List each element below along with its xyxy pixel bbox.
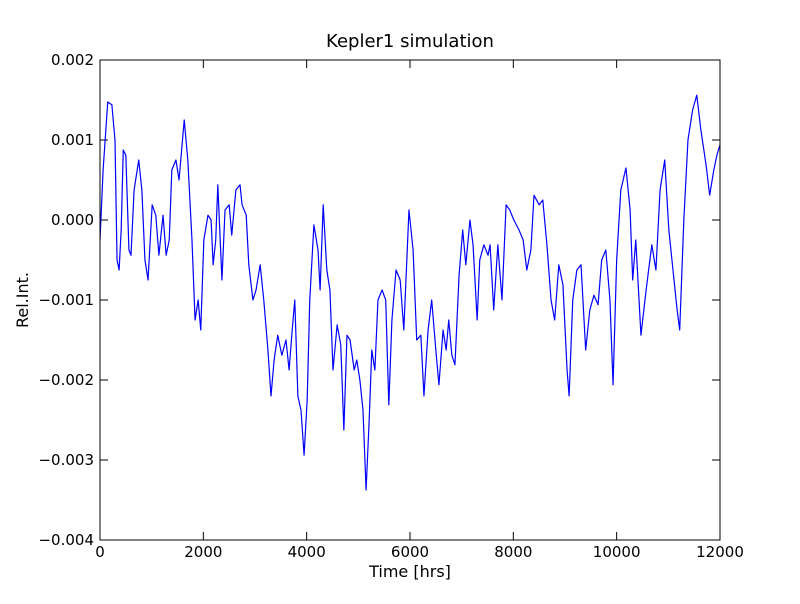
y-tick-label: 0.001 xyxy=(51,131,94,149)
x-tick-label: 8000 xyxy=(494,543,532,561)
y-tick-label: −0.004 xyxy=(38,531,94,549)
y-tick-label: −0.003 xyxy=(38,451,94,469)
y-tick-label: −0.001 xyxy=(38,291,94,309)
plot-area: 0 2000 4000 6000 8000 10000 12000 −0.004 −0.003 −… xyxy=(38,51,743,561)
x-tick-label: 0 xyxy=(95,543,105,561)
x-tick-label: 12000 xyxy=(696,543,744,561)
x-tick-label: 2000 xyxy=(184,543,222,561)
axes-frame xyxy=(99,59,721,541)
x-tick-label: 4000 xyxy=(288,543,326,561)
y-tick-label: −0.002 xyxy=(38,371,94,389)
data-line xyxy=(99,94,721,491)
y-tick-label: 0.002 xyxy=(51,51,94,69)
y-tick-label: 0.000 xyxy=(51,211,94,229)
x-axis-label: Time [hrs] xyxy=(368,562,451,581)
y-axis-label: Rel.Int. xyxy=(13,272,32,328)
x-tick-label: 6000 xyxy=(391,543,429,561)
chart-title: Kepler1 simulation xyxy=(326,31,494,52)
x-tick-label: 10000 xyxy=(593,543,641,561)
